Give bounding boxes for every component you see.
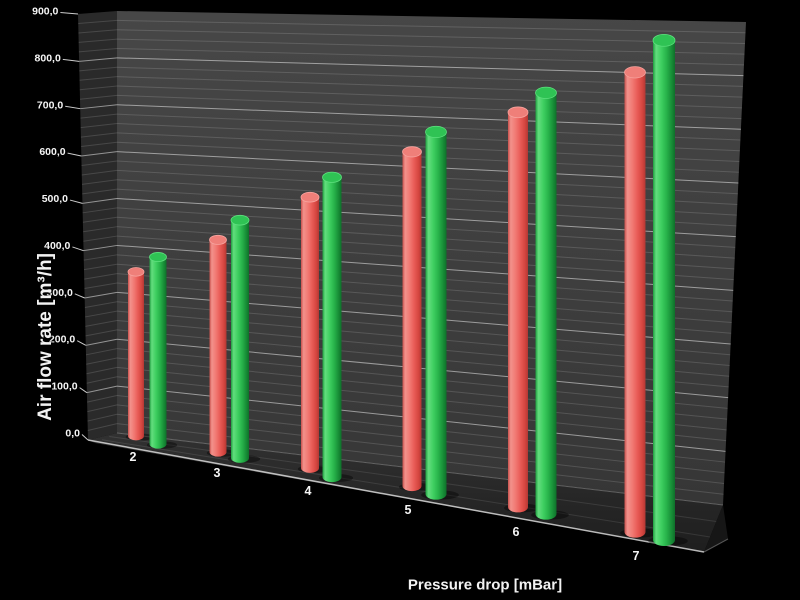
x-category-label-2: 2 bbox=[130, 450, 137, 464]
y-tick-label-300,0: 300,0 bbox=[47, 287, 73, 299]
cylinder-top-cap bbox=[507, 106, 529, 119]
cylinder-top-cap bbox=[230, 214, 250, 226]
y-tick-label-600,0: 600,0 bbox=[39, 146, 65, 158]
left-wall bbox=[78, 11, 117, 440]
x-category-label-6: 6 bbox=[513, 525, 520, 539]
y-tick-mark bbox=[72, 246, 84, 252]
y-tick-label-0,0: 0,0 bbox=[65, 428, 80, 440]
y-tick-label-400,0: 400,0 bbox=[44, 240, 70, 252]
cylinder-top-cap bbox=[300, 191, 320, 203]
floor-right-bevel bbox=[704, 505, 728, 552]
y-tick-mark bbox=[81, 434, 89, 441]
y-tick-label-700,0: 700,0 bbox=[37, 99, 63, 111]
bars bbox=[125, 34, 688, 546]
cylinder-top-cap bbox=[425, 125, 447, 139]
y-tick-mark bbox=[65, 105, 81, 110]
y-tick-mark bbox=[76, 340, 87, 346]
bar-red-5 bbox=[398, 146, 434, 492]
y-tick-mark bbox=[60, 11, 79, 15]
y-tick-mark bbox=[74, 293, 85, 299]
x-category-label-7: 7 bbox=[633, 549, 640, 563]
y-tick-label-900,0: 900,0 bbox=[32, 5, 58, 17]
y-tick-mark bbox=[69, 199, 83, 204]
cylinder-top-cap bbox=[652, 34, 676, 47]
bar-green-3 bbox=[227, 214, 261, 463]
x-axis-title: Pressure drop [mBar] bbox=[407, 576, 563, 594]
cylinder-top-cap bbox=[402, 146, 422, 158]
x-category-label-4: 4 bbox=[305, 484, 312, 498]
cylinder-top-cap bbox=[322, 171, 342, 183]
y-tick-mark bbox=[79, 387, 88, 394]
cylinder-top-cap bbox=[209, 234, 227, 245]
y-tick-label-200,0: 200,0 bbox=[49, 334, 75, 346]
y-tick-mark bbox=[62, 58, 80, 62]
y-tick-label-500,0: 500,0 bbox=[42, 193, 68, 205]
cylinder-top-cap bbox=[149, 252, 167, 263]
cylinder-top-cap bbox=[127, 267, 145, 277]
bar-red-7 bbox=[620, 66, 658, 538]
floor bbox=[88, 433, 723, 552]
y-tick-label-800,0: 800,0 bbox=[35, 52, 61, 64]
bar-green-4 bbox=[318, 171, 354, 483]
floor-front-edge bbox=[87, 439, 705, 553]
cylinder-top-cap bbox=[535, 86, 557, 99]
cylinder-top-cap bbox=[624, 66, 646, 79]
bar-red-2 bbox=[125, 267, 155, 441]
y-axis: 0,0 100,0 200,0 300,0 400,0 500,0 600,0 700,0 80… bbox=[32, 5, 89, 441]
bar-red-4 bbox=[297, 191, 331, 473]
bar-green-7 bbox=[648, 34, 688, 546]
bar-green-2 bbox=[146, 252, 178, 449]
y-axis-title: Air flow rate [m³/h] bbox=[35, 253, 56, 421]
bar-red-3 bbox=[206, 234, 238, 457]
bar-green-6 bbox=[531, 86, 569, 520]
bar-red-6 bbox=[504, 106, 540, 513]
x-category-label-5: 5 bbox=[405, 503, 412, 517]
y-tick-mark bbox=[67, 152, 82, 157]
y-tick-label-100,0: 100,0 bbox=[51, 381, 77, 393]
x-category-label-3: 3 bbox=[214, 466, 221, 480]
x-axis: 2 3 4 5 6 7 bbox=[130, 450, 640, 563]
bar-green-5 bbox=[421, 125, 459, 500]
